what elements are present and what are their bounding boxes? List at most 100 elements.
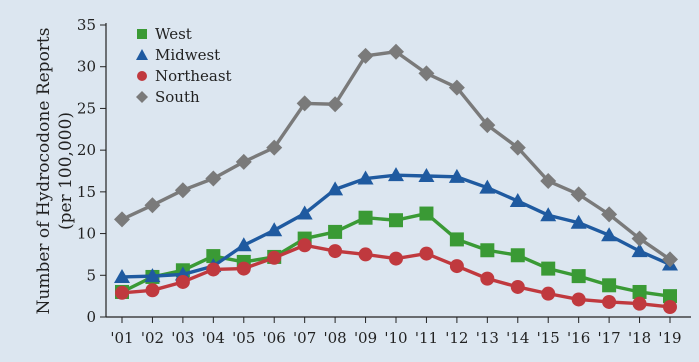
bottom-band [0,356,699,362]
legend-label-south: South [155,88,200,106]
x-tick-label: '07 [293,329,316,347]
point-west [663,289,677,304]
legend-item-west: West [137,25,192,43]
point-midwest [266,222,283,237]
y-axis-title-line-2: (per 100,000) [56,112,76,230]
point-west [571,269,586,284]
point-south [540,173,557,190]
point-northeast [145,283,160,298]
point-northeast [480,271,495,286]
point-south [327,96,344,113]
point-south [448,79,465,96]
x-tick-label: '09 [354,329,377,347]
x-tick-label: '15 [537,329,560,347]
legend-marker-south [136,91,148,103]
point-northeast [541,286,556,301]
legend-label-midwest: Midwest [155,46,220,64]
y-tick-label: 30 [77,58,96,76]
point-midwest [388,167,404,182]
y-axis-title-line-1: Number of Hydrocodone Reports [34,28,54,315]
point-northeast [419,246,434,261]
point-south [418,65,435,82]
point-midwest [540,207,557,222]
point-midwest [327,181,344,196]
point-northeast [267,250,282,265]
x-tick-label: '19 [658,329,681,347]
point-midwest [357,170,374,185]
legend-item-northeast: Northeast [137,67,232,85]
legend: West Midwest Northeast South [136,25,232,106]
y-tick-label: 15 [77,183,96,201]
point-northeast [175,274,190,289]
point-northeast [115,285,129,300]
point-northeast [510,279,525,294]
point-south [114,211,130,228]
point-midwest [296,205,313,220]
legend-item-south: South [136,88,200,106]
point-northeast [389,251,403,266]
top-band [0,0,699,11]
y-tick-label: 5 [86,266,96,284]
x-tick-label: '13 [476,329,499,347]
point-west [389,213,403,228]
point-midwest [631,243,648,258]
point-northeast [632,296,647,311]
point-midwest [235,237,252,252]
x-tick-label: '06 [263,329,286,347]
point-northeast [328,244,343,259]
point-midwest [418,168,435,183]
y-tick-label: 0 [86,308,96,326]
point-midwest [601,227,618,242]
legend-marker-west [137,29,147,39]
point-west [602,278,617,293]
point-west [632,284,647,299]
x-tick-label: '10 [384,329,407,347]
point-northeast [663,299,677,314]
x-tick-label: '05 [232,329,255,347]
point-northeast [236,261,251,276]
legend-item-midwest: Midwest [136,46,220,64]
y-axis-title: Number of Hydrocodone Reports (per 100,0… [34,28,76,315]
point-west [206,249,221,264]
point-west [480,243,495,258]
x-tick-label: '01 [110,329,133,347]
x-tick-label: '08 [324,329,347,347]
point-west [449,232,464,247]
point-south [631,230,648,247]
point-northeast [358,247,373,262]
point-south [144,197,161,214]
x-tick-label: '03 [171,329,194,347]
point-northeast [449,259,464,274]
legend-marker-northeast [137,71,147,81]
point-west [328,224,343,239]
x-tick-label: '02 [141,329,164,347]
point-northeast [206,262,221,277]
point-south [570,186,587,203]
series-layer [114,43,678,314]
legend-marker-midwest [136,49,148,60]
point-south [205,170,222,187]
x-tick-label: '12 [445,329,468,347]
point-west [541,261,556,276]
point-west [358,210,373,225]
x-tick-label: '11 [415,329,438,347]
point-midwest [448,168,465,183]
point-west [419,206,434,221]
point-northeast [602,294,617,309]
x-tick-label: '04 [202,329,225,347]
point-south [388,43,404,60]
point-midwest [570,214,587,229]
y-tick-label: 20 [77,141,96,159]
point-northeast [571,292,586,307]
point-south [601,206,618,223]
x-tick-label: '17 [598,329,621,347]
point-south [266,139,283,156]
point-northeast [297,238,312,253]
point-south [509,139,526,156]
y-tick-label: 35 [77,16,96,34]
point-south [357,47,374,64]
point-south [235,153,252,170]
y-tick-label: 25 [77,99,96,117]
y-tick-label: 10 [77,225,96,243]
series-south [114,43,678,268]
